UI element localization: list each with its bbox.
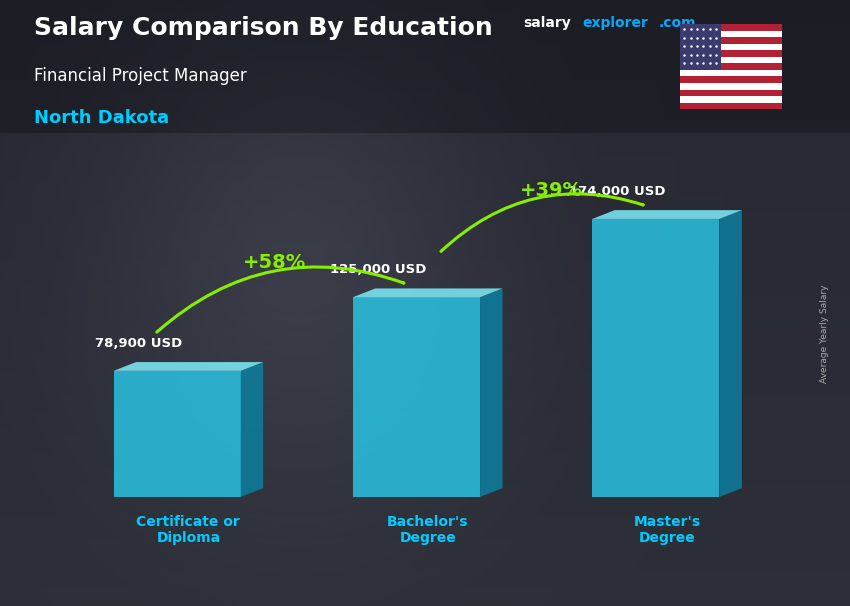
Bar [680,102,782,109]
Text: Master's
Degree: Master's Degree [633,515,700,545]
Text: 174,000 USD: 174,000 USD [570,185,666,198]
Polygon shape [480,288,502,497]
Text: 78,900 USD: 78,900 USD [95,337,183,350]
Polygon shape [719,210,742,497]
Polygon shape [353,288,502,297]
Text: 125,000 USD: 125,000 USD [330,263,427,276]
Polygon shape [114,371,241,497]
Text: Salary Comparison By Education: Salary Comparison By Education [34,16,493,40]
Polygon shape [353,297,480,497]
Polygon shape [114,362,264,371]
Polygon shape [592,219,719,497]
Bar [680,31,782,38]
Polygon shape [241,362,264,497]
Text: Bachelor's
Degree: Bachelor's Degree [387,515,468,545]
Bar [680,50,782,57]
Polygon shape [0,0,850,133]
Text: .com: .com [659,16,696,30]
Bar [680,38,782,44]
Bar [680,83,782,90]
Bar [680,70,782,76]
Bar [680,44,782,50]
Bar [680,24,782,31]
Text: salary: salary [523,16,570,30]
Text: explorer: explorer [582,16,648,30]
Bar [680,96,782,102]
Bar [680,90,782,96]
Text: Average Yearly Salary: Average Yearly Salary [819,284,829,382]
Bar [680,64,782,70]
Text: +39%: +39% [519,181,582,201]
Text: Financial Project Manager: Financial Project Manager [34,67,246,85]
Polygon shape [592,210,742,219]
Text: North Dakota: North Dakota [34,109,169,127]
Text: Certificate or
Diploma: Certificate or Diploma [137,515,241,545]
Bar [680,24,721,70]
Text: +58%: +58% [243,253,306,271]
Bar [680,76,782,83]
Bar [680,57,782,64]
